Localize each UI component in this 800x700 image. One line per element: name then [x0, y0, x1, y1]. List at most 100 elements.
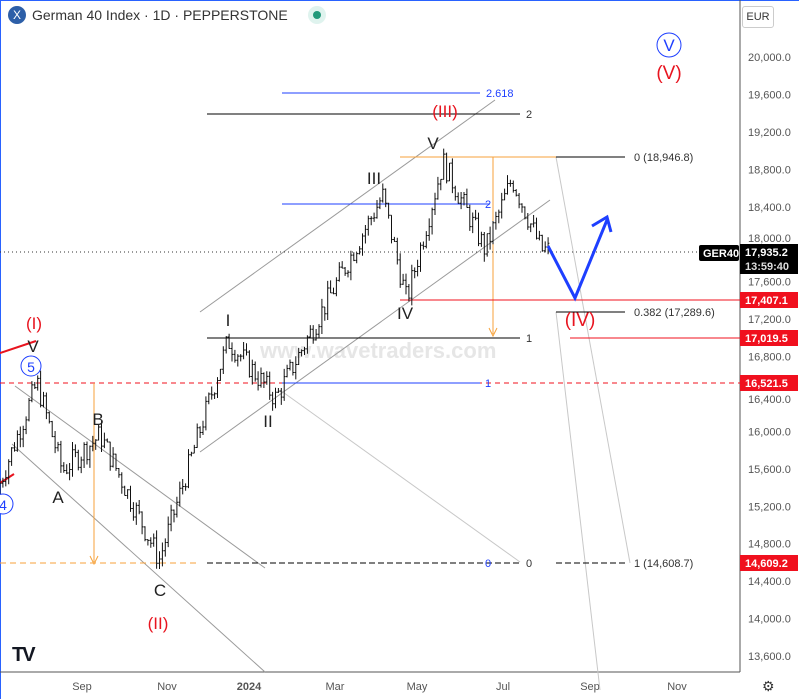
wave-label: V [663, 36, 675, 55]
ohlc-bar [509, 179, 512, 187]
ohlc-bars [0, 148, 550, 569]
x-tick-label: Nov [667, 681, 687, 693]
ohlc-bar [27, 397, 31, 422]
ohlc-bar [175, 496, 179, 518]
fib-label: 0 [526, 558, 532, 570]
tradingview-logo-icon[interactable]: TV [12, 644, 36, 666]
ohlc-bar [91, 435, 95, 452]
watermark: www.wavetraders.com [259, 338, 496, 363]
ohlc-bar [248, 350, 251, 378]
price-axis[interactable] [0, 0, 741, 673]
ohlc-bar [306, 335, 309, 354]
ohlc-bar [329, 280, 332, 294]
wave-label: II [263, 412, 272, 431]
y-tick-label: 13,600.0 [748, 651, 791, 663]
fib-label: 0 (18,946.8) [634, 152, 693, 164]
fib-lines [0, 92, 740, 566]
ohlc-bar [0, 478, 2, 498]
ohlc-bar [425, 231, 428, 249]
ohlc-bar [471, 212, 474, 234]
ohlc-bar [445, 152, 448, 184]
y-tick-label: 17,200.0 [748, 314, 791, 326]
x-tick-label: Nov [157, 681, 177, 693]
ohlc-bar [164, 538, 167, 557]
y-tick-label: 16,800.0 [748, 352, 791, 364]
currency-selector[interactable]: EUR [742, 6, 774, 28]
ohlc-bar [236, 354, 240, 367]
ohlc-bar [468, 204, 472, 231]
ohlc-bar [207, 392, 211, 405]
ohlc-bar [33, 382, 37, 389]
ohlc-bar [320, 298, 324, 335]
ohlc-bar [97, 424, 100, 441]
ohlc-bar [265, 371, 269, 385]
ohlc-bar [404, 273, 408, 295]
y-tick-label: 15,200.0 [748, 501, 791, 513]
ohlc-bar [268, 371, 271, 400]
ohlc-bar [259, 367, 263, 388]
level-tag-text: 16,521.5 [745, 378, 788, 390]
ohlc-bar [326, 280, 329, 321]
ohlc-bar [523, 206, 527, 220]
ohlc-bar [422, 241, 425, 250]
ohlc-bar [24, 416, 28, 435]
ohlc-bar [381, 183, 385, 203]
ohlc-bar [465, 188, 469, 209]
ohlc-bar [512, 180, 515, 193]
ohlc-bar [77, 449, 80, 471]
settings-gear-icon[interactable]: ⚙ [762, 678, 775, 694]
ohlc-bar [413, 267, 416, 279]
ohlc-bar [375, 199, 379, 219]
ohlc-bar [120, 472, 124, 494]
wave-label: (III) [432, 102, 458, 121]
symbol-icon[interactable]: X [8, 6, 26, 24]
ohlc-bar [442, 148, 445, 180]
ohlc-bar [491, 221, 495, 245]
ohlc-bar [277, 387, 280, 393]
ohlc-bar [123, 485, 126, 497]
countdown: 13:59:40 [745, 261, 789, 273]
ohlc-bar [427, 218, 431, 241]
ohlc-bar [65, 464, 68, 475]
ohlc-bar [349, 250, 353, 281]
ohlc-bar [152, 533, 155, 547]
ohlc-bar [216, 377, 219, 399]
ohlc-bar [483, 231, 486, 262]
wave-label: B [92, 410, 103, 429]
ohlc-bar [149, 537, 153, 548]
y-tick-label: 18,800.0 [748, 164, 791, 176]
chart-header: X German 40 Index · 1D · PEPPERSTONE [8, 6, 326, 24]
ohlc-bar [242, 342, 245, 360]
ohlc-bar [251, 359, 254, 385]
ohlc-bar [451, 158, 454, 194]
ohlc-bar [219, 368, 222, 381]
ohlc-bar [59, 440, 63, 473]
ohlc-bar [187, 449, 190, 489]
ohlc-bar [245, 343, 248, 356]
ohlc-bar [309, 325, 312, 338]
ohlc-bar [303, 346, 306, 356]
y-tick-label: 14,400.0 [748, 576, 791, 588]
ohlc-bar [129, 485, 132, 512]
ohlc-bar [213, 392, 216, 399]
ohlc-bar [541, 234, 544, 252]
ohlc-bar [288, 359, 292, 371]
ohlc-bar [506, 175, 509, 195]
ohlc-bar [210, 386, 213, 400]
ohlc-bar [178, 481, 182, 507]
fib-label: 0 [485, 558, 491, 570]
ohlc-bar [436, 176, 440, 200]
ohlc-bar [372, 212, 376, 222]
ohlc-bar [143, 526, 147, 542]
x-tick-label: May [407, 681, 428, 693]
ohlc-bar [430, 207, 434, 235]
ohlc-bar [103, 432, 106, 449]
level-tag [740, 292, 798, 308]
ohlc-bar [117, 467, 121, 478]
ohlc-bar [253, 361, 257, 382]
wave-label: IV [397, 304, 414, 323]
ohlc-bar [494, 211, 498, 230]
ohlc-bar [462, 191, 466, 206]
